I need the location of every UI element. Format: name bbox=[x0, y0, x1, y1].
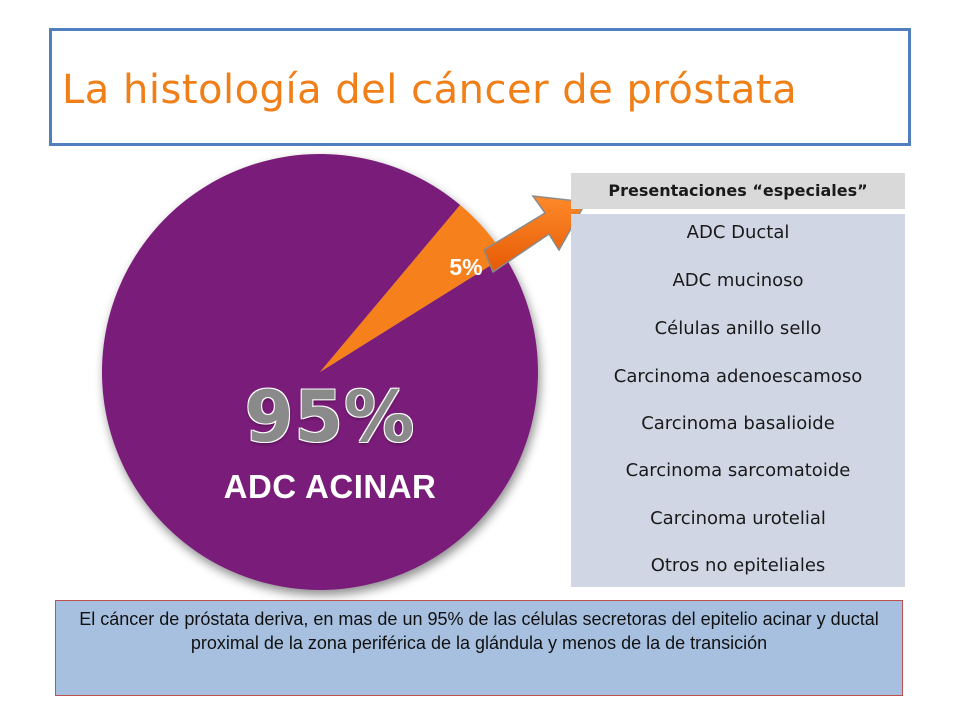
list-item: ADC Ductal bbox=[686, 222, 790, 243]
major-slice-name: ADC ACINAR bbox=[223, 468, 437, 505]
list-item: Otros no epiteliales bbox=[650, 555, 826, 576]
special-presentations-header: Presentaciones “especiales” bbox=[571, 173, 905, 209]
pie-slice-adc-acinar bbox=[101, 153, 538, 590]
list-item: Carcinoma basalioide bbox=[641, 413, 835, 434]
major-slice-percent: 95% bbox=[244, 376, 416, 458]
minor-slice-label: 5% bbox=[449, 254, 483, 280]
special-presentations-list: ADC Ductal ADC mucinoso Células anillo s… bbox=[571, 214, 905, 587]
list-item: Células anillo sello bbox=[654, 318, 822, 339]
list-item: Carcinoma sarcomatoide bbox=[625, 460, 851, 481]
list-item: Carcinoma urotelial bbox=[650, 508, 826, 529]
list-item: ADC mucinoso bbox=[672, 270, 804, 291]
pie-slices bbox=[101, 153, 538, 590]
list-item: Carcinoma adenoescamoso bbox=[613, 366, 863, 387]
pie-slice-special bbox=[320, 205, 505, 372]
title-frame: La histología del cáncer de próstata bbox=[49, 28, 911, 146]
slide-title: La histología del cáncer de próstata bbox=[62, 67, 798, 113]
summary-caption: El cáncer de próstata deriva, en mas de … bbox=[55, 600, 903, 696]
